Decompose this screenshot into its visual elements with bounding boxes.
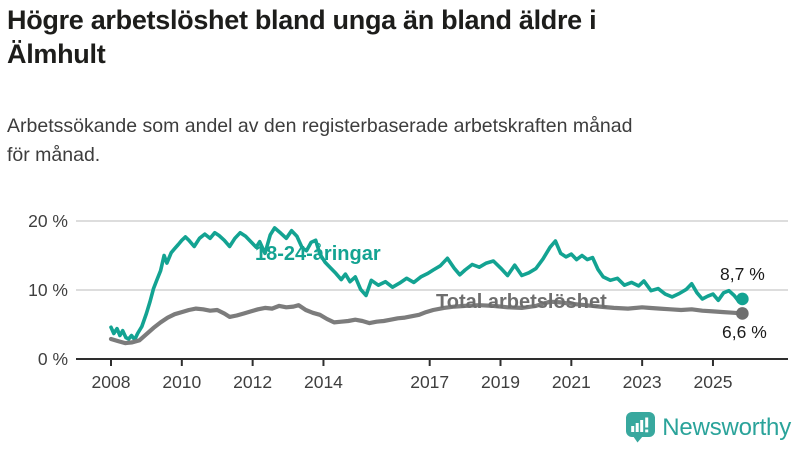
x-tick-label-2025: 2025: [694, 372, 733, 392]
end-value-label-young: 8,7 %: [720, 264, 765, 284]
y-tick-label-20: 20 %: [28, 211, 68, 231]
newsworthy-chart-bubble-icon: [626, 412, 656, 443]
end-value-label-total: 6,6 %: [722, 322, 767, 342]
line-chart: 2008 2010 2012 2014 2017 2019 2021 2023 2025 0 % 1…: [0, 195, 800, 430]
chart-subtitle-line2: för månad.: [7, 144, 101, 167]
chart-subtitle-line1: Arbetssökande som andel av den registerb…: [7, 115, 633, 137]
x-tick-label-2012: 2012: [233, 372, 272, 392]
y-tick-label-0: 0 %: [38, 349, 68, 369]
y-tick-label-10: 10 %: [28, 280, 68, 300]
end-dot-1: [736, 307, 749, 320]
end-dot-0: [736, 292, 749, 306]
x-tick-label-2021: 2021: [552, 372, 591, 392]
series-label-young: 18-24-åringar: [255, 243, 381, 265]
series-line-1: [108, 299, 745, 346]
x-tick-label-2017: 2017: [410, 372, 449, 392]
chart-canvas: 2008 2010 2012 2014 2017 2019 2021 2023 2025 0 % 1…: [28, 211, 788, 392]
newsworthy-logo: Newsworthy: [626, 412, 791, 443]
x-tick-label-2008: 2008: [92, 372, 131, 392]
page-title-line1: Högre arbetslöshet bland unga än bland ä…: [7, 5, 597, 35]
x-tick-label-2023: 2023: [623, 372, 662, 392]
x-tick-label-2010: 2010: [162, 372, 201, 392]
x-tick-label-2014: 2014: [304, 372, 343, 392]
x-tick-label-2019: 2019: [481, 372, 520, 392]
series-label-total: Total arbetslöshet: [436, 291, 607, 313]
newsworthy-logo-text: Newsworthy: [662, 413, 791, 441]
series-line-0: [109, 226, 745, 342]
page-title-line2: Älmhult: [7, 38, 106, 69]
page-title: Högre arbetslöshet bland unga än bland ä…: [7, 4, 767, 72]
chart-subtitle: Arbetssökande som andel av den registerb…: [7, 112, 777, 171]
